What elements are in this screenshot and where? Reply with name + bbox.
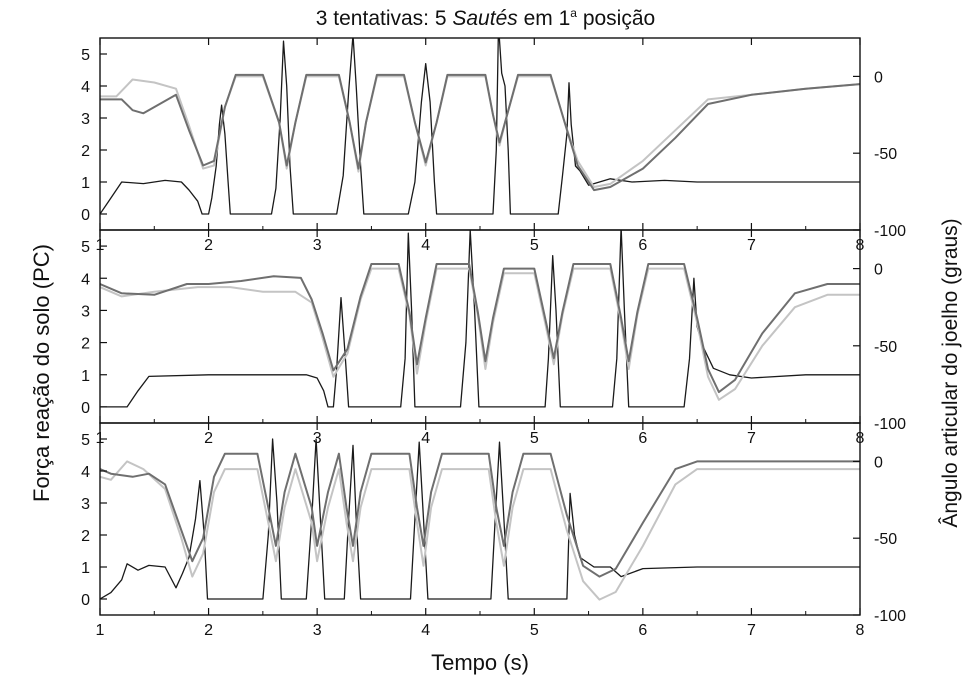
panel-3-series-angle-light: [100, 460, 860, 601]
panel-3-x-tick-label: 7: [747, 622, 756, 639]
panel-2-y-left-tick-label: 2: [81, 336, 90, 353]
panel-1-x-tick-label: 2: [204, 237, 213, 254]
panel-2-y-left-tick-label: 4: [81, 271, 90, 288]
panel-2-x-tick-label: 7: [747, 430, 756, 447]
panel-3-x-tick-label: 1: [96, 622, 105, 639]
panel-2-y-left-tick-label: 0: [81, 400, 90, 417]
panel-1-y-left-tick-label: 4: [81, 79, 90, 96]
panel-2-x-tick-label: 3: [313, 430, 322, 447]
panel-3-y-right-tick-label: 0: [874, 454, 883, 471]
panel-1-y-left-tick-label: 5: [81, 47, 90, 64]
panel-1-y-left-tick-label: 1: [81, 175, 90, 192]
panel-2-series-angle-light: [100, 267, 860, 401]
panel-3-frame: [99, 422, 861, 616]
panel-3-y-left-tick-label: 3: [81, 496, 90, 513]
panel-3-y-left-tick-label: 5: [81, 432, 90, 449]
panel-3-x-tick-label: 4: [421, 622, 430, 639]
panel-1-series-force: [100, 38, 860, 215]
panel-3-x-tick-label: 5: [530, 622, 539, 639]
panel-3-y-left-tick-label: 2: [81, 528, 90, 545]
panel-2-y-left-tick-label: 1: [81, 368, 90, 385]
panel-2-y-right-tick-label: -50: [874, 339, 897, 356]
panel-1-series-angle-dark: [100, 73, 860, 192]
panel-1-series-angle-light: [100, 75, 860, 188]
panel-2-x-tick-label: 6: [638, 430, 647, 447]
panel-1-y-right-tick-label: 0: [874, 69, 883, 86]
panel-1-x-tick-label: 5: [530, 237, 539, 254]
panel-2-y-left-tick-label: 5: [81, 239, 90, 256]
panel-2-series-angle-dark: [100, 263, 860, 394]
panel-1-y-left-tick-label: 0: [81, 207, 90, 224]
y-axis-label-left: Força reação do solo (PC): [29, 244, 54, 502]
panel-2-y-left-tick-label: 3: [81, 303, 90, 320]
panel-3-y-left-tick-label: 1: [81, 560, 90, 577]
panel-1-frame: [99, 37, 861, 231]
panel-3-x-tick-label: 8: [856, 622, 865, 639]
y-axis-label-right: Ângulo articular do joelho (graus): [939, 218, 962, 528]
panel-1-y-left-tick-label: 2: [81, 143, 90, 160]
panel-2-y-right-tick-label: 0: [874, 262, 883, 279]
panel-3-x-tick-label: 2: [204, 622, 213, 639]
chart-title: 3 tentativas: 5 Sautés em 1a posição: [315, 6, 656, 30]
panel-2-y-right-tick-label: -100: [874, 416, 906, 433]
panel-3-series-force: [100, 438, 860, 600]
panel-1-y-right-tick-label: -100: [874, 223, 906, 240]
panel-3-y-right-tick-label: -100: [874, 608, 906, 625]
panel-1-x-tick-label: 6: [638, 237, 647, 254]
panel-2-x-tick-label: 4: [421, 430, 430, 447]
panel-3-x-tick-label: 6: [638, 622, 647, 639]
panel-3-series-angle-dark: [100, 452, 860, 578]
panel-1-x-tick-label: 3: [313, 237, 322, 254]
panel-3-y-left-tick-label: 0: [81, 592, 90, 609]
panel-3-y-left-tick-label: 4: [81, 464, 90, 481]
panel-1-x-tick-label: 4: [421, 237, 430, 254]
x-axis-label: Tempo (s): [431, 650, 529, 675]
panel-2-x-tick-label: 2: [204, 430, 213, 447]
panel-3-x-tick-label: 3: [313, 622, 322, 639]
panel-1-y-left-tick-label: 3: [81, 111, 90, 128]
panel-2-x-tick-label: 5: [530, 430, 539, 447]
panel-3-y-right-tick-label: -50: [874, 531, 897, 548]
panel-1-y-right-tick-label: -50: [874, 146, 897, 163]
panel-1-x-tick-label: 7: [747, 237, 756, 254]
